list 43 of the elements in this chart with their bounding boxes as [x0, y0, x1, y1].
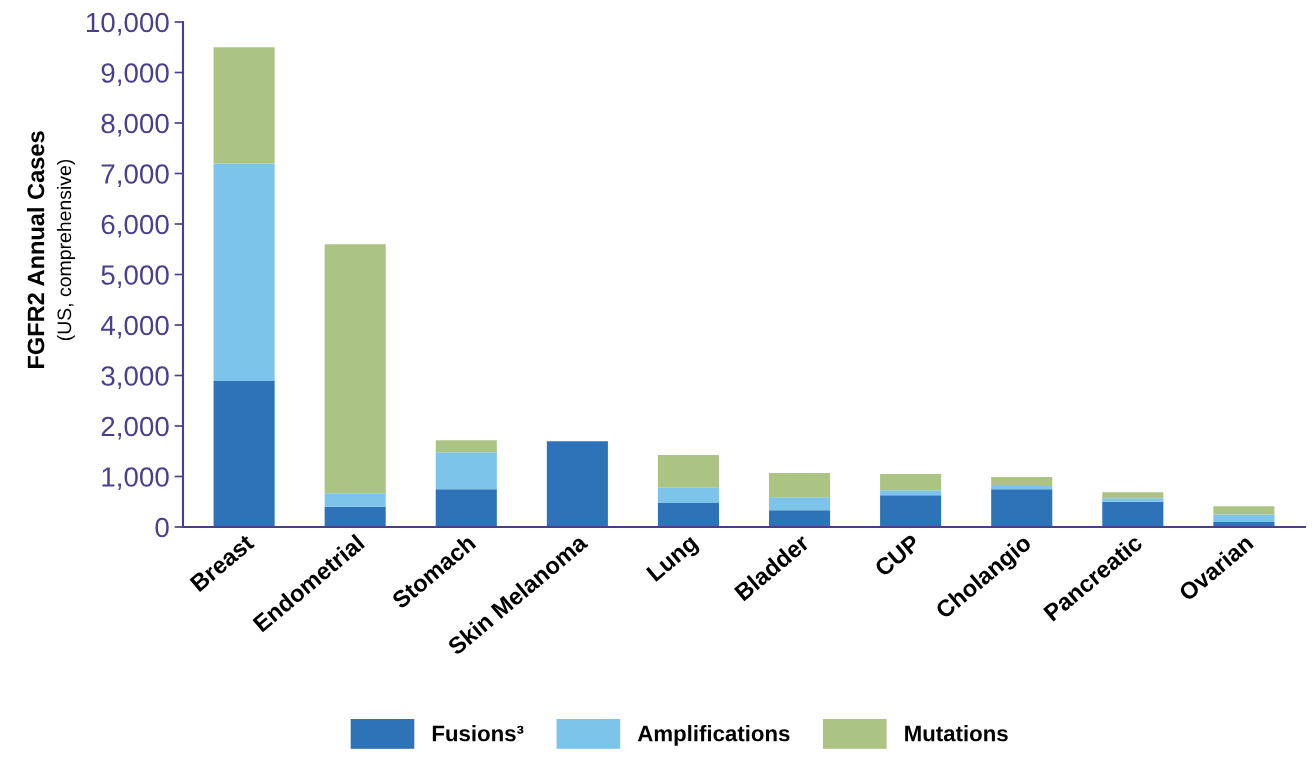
bar: [1213, 506, 1275, 515]
y-tick-label: 0: [155, 517, 169, 538]
bar: [1102, 492, 1164, 499]
bar: [435, 489, 497, 527]
bar: [991, 486, 1053, 490]
legend-label: Fusions³: [432, 725, 524, 742]
bar: [769, 510, 831, 527]
bar: [1213, 514, 1275, 522]
y-tick-label: 6,000: [101, 214, 169, 238]
bar: [769, 472, 831, 498]
bar: [991, 477, 1053, 487]
bar: [1102, 498, 1164, 502]
bar: [213, 163, 275, 382]
bar: [324, 506, 386, 527]
bar: [1102, 501, 1164, 527]
y-tick-label: 1,000: [102, 467, 169, 491]
y-tick-label: 9,000: [101, 63, 169, 87]
y-axis-title: FGFR2 Annual Cases (US, comprehensive): [27, 131, 76, 369]
bar: [991, 489, 1053, 527]
bar: [657, 487, 719, 504]
bar: [213, 47, 275, 164]
y-tick-label: 7,000: [101, 164, 169, 188]
y-tick-label: 3,000: [101, 366, 169, 390]
legend-label: Mutations: [905, 725, 1008, 742]
bar: [880, 473, 942, 491]
x-tick-label: CUP: [873, 533, 922, 578]
y-tick-label: 2,000: [101, 416, 169, 440]
y-tick-label: 10,000: [86, 12, 169, 36]
bar: [213, 381, 275, 527]
y-tick-label: 4,000: [100, 315, 169, 339]
bar: [435, 452, 497, 490]
bar: [769, 497, 831, 511]
bar: [546, 441, 608, 527]
bar: [880, 495, 942, 527]
bar: [435, 440, 497, 453]
bar: [657, 503, 719, 527]
bar: [324, 244, 386, 494]
bar: [657, 455, 719, 488]
legend-label: Amplifications: [637, 725, 790, 746]
y-tick-label: 5,000: [101, 265, 169, 289]
y-tick-label: 8,000: [101, 113, 169, 137]
bar: [324, 493, 386, 507]
bar: [880, 490, 942, 496]
